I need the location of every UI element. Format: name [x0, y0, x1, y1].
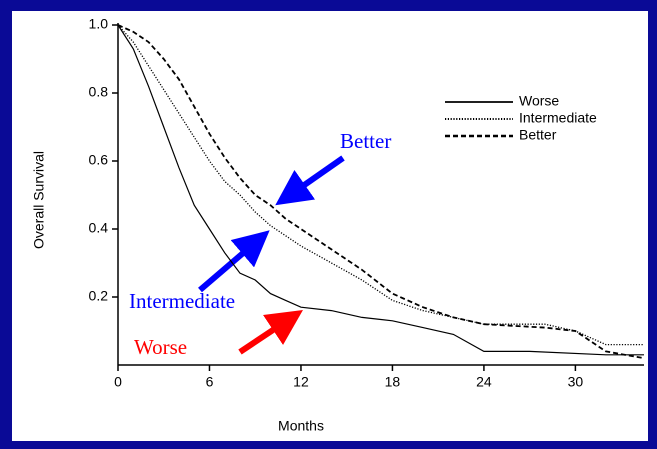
y-tick-label: 0.4 [89, 220, 109, 236]
y-tick-label: 1.0 [89, 16, 109, 32]
x-tick-label: 12 [293, 374, 309, 390]
y-tick-label: 0.6 [89, 152, 109, 168]
annotation: Worse [134, 335, 187, 359]
y-tick-label: 0.2 [89, 288, 109, 304]
y-axis-label: Overall Survival [31, 151, 47, 249]
x-axis-label: Months [278, 418, 324, 434]
x-tick-label: 24 [476, 374, 492, 390]
annotation: Intermediate [129, 289, 235, 313]
survival-curve [117, 24, 645, 360]
x-tick-label: 0 [114, 374, 122, 390]
annotation: Better [340, 129, 391, 153]
legend-label: Intermediate [519, 110, 597, 126]
legend-label: Better [519, 127, 557, 143]
survival-curve [117, 24, 644, 346]
x-tick-label: 18 [385, 374, 401, 390]
legend-label: Worse [519, 93, 559, 109]
arrow [238, 310, 303, 355]
x-tick-label: 30 [568, 374, 584, 390]
x-tick-label: 6 [206, 374, 214, 390]
arrow [198, 230, 270, 293]
y-tick-label: 0.8 [89, 84, 109, 100]
survival-curve [117, 24, 644, 356]
arrow [275, 155, 345, 206]
